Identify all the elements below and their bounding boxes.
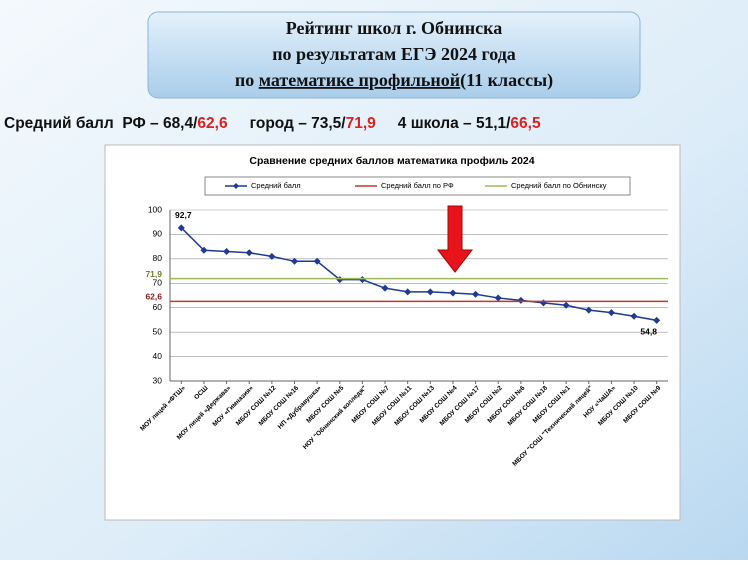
- y-tick-label: 100: [148, 204, 162, 214]
- chart-frame: [104, 144, 681, 521]
- data-label: 92,7: [175, 210, 192, 220]
- marker: [630, 312, 638, 320]
- marker: [562, 301, 570, 309]
- title-line: по результатам ЕГЭ 2024 года: [272, 44, 516, 64]
- y-tick-label: 40: [153, 351, 163, 361]
- y-tick-label: 50: [153, 326, 163, 336]
- title-line: Рейтинг школ г. Обнинска: [286, 18, 502, 38]
- marker: [449, 289, 457, 297]
- marker: [653, 316, 661, 324]
- y-tick-label: 90: [153, 229, 163, 239]
- stat-value: 66,5: [510, 115, 541, 132]
- series-line: [180, 227, 657, 322]
- marker: [585, 306, 593, 314]
- title-box: [147, 11, 641, 99]
- legend-marker: [233, 183, 239, 189]
- marker: [472, 290, 480, 298]
- reference-label: 71,9: [145, 269, 162, 279]
- y-tick-label: 80: [153, 253, 163, 263]
- legend-label: Средний балл по РФ: [381, 181, 454, 190]
- legend-label: Средний балл по Обнинску: [511, 181, 607, 190]
- marker: [268, 252, 276, 260]
- reference-label: 62,6: [145, 292, 162, 302]
- marker: [313, 257, 321, 265]
- legend: [204, 176, 631, 196]
- arrow: [436, 205, 474, 273]
- marker: [426, 288, 434, 296]
- marker: [223, 248, 231, 256]
- marker: [381, 284, 389, 292]
- marker: [336, 276, 344, 284]
- marker: [404, 288, 412, 296]
- stats-line: Средний балл РФ – 68,4/62,6 город – 73,5/…: [4, 115, 541, 132]
- marker: [291, 257, 298, 265]
- title-part: по: [235, 70, 259, 90]
- title-line: по математике профильной(11 классы): [235, 70, 553, 91]
- stat-value: 71,9: [346, 115, 377, 132]
- title-part: (11 классы): [460, 70, 553, 91]
- marker: [358, 276, 366, 284]
- stat-label: 4 школа – 51,1/: [398, 115, 511, 132]
- stat-label: город – 73,5/: [250, 115, 347, 132]
- title-part: математике профильной: [259, 70, 460, 90]
- y-tick-label: 70: [153, 278, 163, 288]
- marker: [177, 224, 185, 232]
- y-tick-label: 30: [153, 375, 163, 385]
- marker: [517, 296, 525, 304]
- stat-label: Средний балл РФ – 68,4/: [4, 115, 198, 132]
- data-label: 54,8: [640, 327, 657, 337]
- stat-value: 62,6: [197, 115, 228, 132]
- marker: [494, 294, 502, 302]
- marker: [607, 309, 615, 317]
- marker: [200, 246, 208, 254]
- marker: [245, 249, 253, 257]
- chart-title: Сравнение средних баллов математика проф…: [249, 155, 534, 167]
- legend-label: Средний балл: [251, 181, 301, 190]
- y-tick-label: 60: [153, 302, 163, 312]
